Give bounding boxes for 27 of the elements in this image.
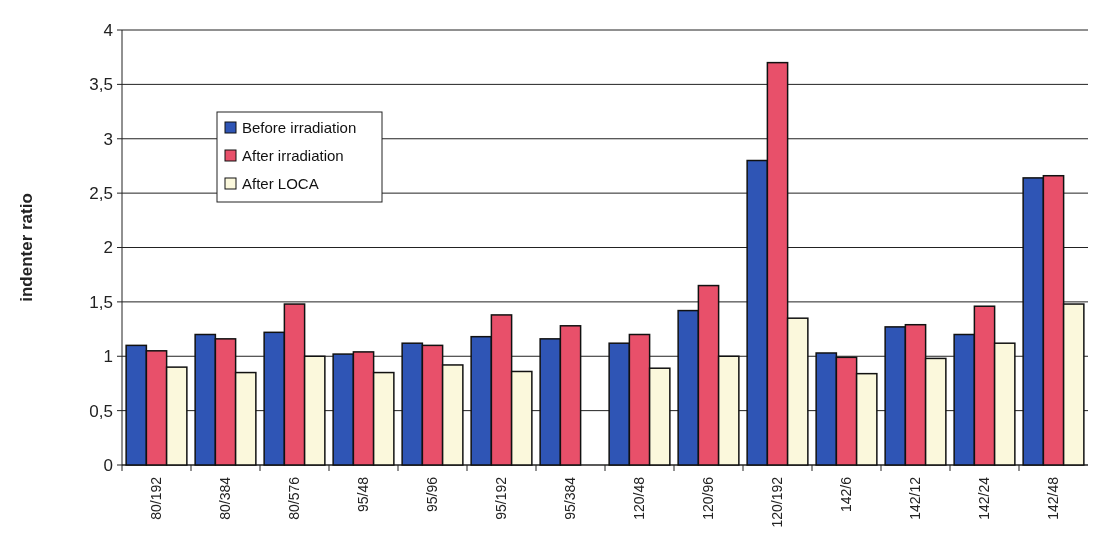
legend-label: After irradiation [242, 147, 344, 165]
legend-label: Before irradiation [242, 119, 357, 137]
x-tick-label: 120/192 [769, 476, 786, 528]
x-tick-label: 142/12 [907, 476, 924, 520]
y-tick-label: 1 [103, 347, 113, 367]
x-tick-label: 95/192 [493, 476, 510, 520]
x-tick-label: 95/384 [562, 476, 579, 520]
x-tick-label: 142/24 [976, 476, 993, 520]
x-tick-label: 120/48 [631, 476, 648, 520]
x-tick-label: 142/6 [838, 476, 855, 513]
x-tick-label: 120/96 [700, 476, 717, 520]
x-tick-label: 80/192 [148, 476, 165, 520]
y-tick-label: 3,5 [89, 75, 113, 95]
y-tick-label: 0 [103, 455, 113, 475]
y-tick-label: 1,5 [89, 292, 113, 312]
y-tick-label: 4 [103, 20, 113, 40]
x-tick-label: 142/48 [1045, 476, 1062, 520]
x-tick-label: 80/576 [286, 476, 303, 520]
y-axis-title: indenter ratio [17, 193, 36, 302]
y-tick-label: 2 [103, 238, 113, 258]
x-tick-label: 80/384 [217, 476, 234, 520]
y-tick-label: 2,5 [89, 184, 113, 204]
y-tick-label: 0,5 [89, 401, 113, 421]
y-tick-label: 3 [103, 129, 113, 149]
x-tick-label: 95/48 [355, 476, 372, 513]
x-tick-label: 95/96 [424, 476, 441, 513]
legend-label: After LOCA [242, 175, 319, 193]
